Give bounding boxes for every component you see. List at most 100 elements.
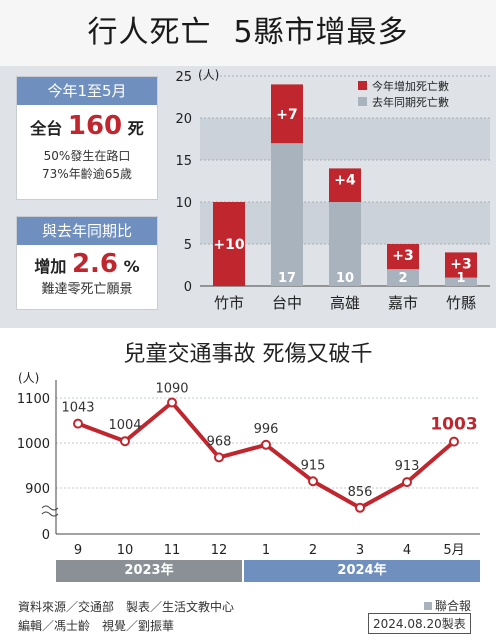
data-label: 856 (348, 485, 373, 500)
axis-break-icon (41, 505, 59, 517)
bar-last-year (271, 143, 303, 286)
increase-prefix: 增加 (34, 257, 67, 276)
stats-panel-ytd: 今年1至5月 全台 160 死 50%發生在路口 73%年齡逾65歲 (16, 76, 158, 200)
data-point (449, 436, 459, 447)
y-tick-label: 0 (42, 528, 50, 543)
total-number: 160 (67, 111, 123, 141)
x-category-label: 竹市 (214, 294, 244, 312)
y-tick-label: 1100 (17, 392, 50, 407)
increase-suffix: % (123, 257, 140, 276)
bar-last-year (445, 277, 477, 286)
bar-increase (213, 202, 245, 286)
bar-last-year (387, 269, 419, 286)
stat-elderly: 73%年齡逾65歲 (17, 165, 157, 183)
bar-increase-label: +10 (213, 237, 244, 253)
footer-source: 資料來源／交通部 製表／生活文教中心 (18, 600, 235, 614)
page-title: 行人死亡 5縣市增最多 (0, 0, 496, 66)
stats-panel-compare: 與去年同期比 增加 2.6 % 難達零死亡願景 (16, 216, 158, 310)
increase-number: 2.6 (71, 249, 119, 279)
data-label: 1004 (108, 418, 141, 433)
bar-increase-label: +7 (276, 107, 297, 123)
x-tick-label: 2 (309, 543, 317, 558)
y-tick-label: 0 (184, 280, 192, 295)
footer-date: 2024.08.20製表 (368, 613, 471, 634)
data-point (214, 452, 224, 463)
stat-intersection: 50%發生在路口 (17, 147, 157, 165)
data-point (355, 502, 365, 513)
legend-swatch-last-year (358, 97, 367, 106)
bar-last-year (329, 202, 361, 286)
stat-intersection-pct: 50% (43, 149, 71, 163)
x-tick-label: 5月 (443, 543, 464, 558)
data-label: 968 (207, 434, 232, 449)
data-label: 915 (301, 458, 326, 473)
x-category-label: 台中 (272, 294, 302, 312)
data-label: 1003 (430, 415, 477, 435)
data-label: 913 (395, 459, 420, 474)
data-point (120, 436, 130, 447)
y-tick-label: 5 (184, 238, 192, 253)
stats-header-compare: 與去年同期比 (17, 217, 157, 245)
data-point (402, 477, 412, 488)
data-point (308, 476, 318, 487)
footer-editor: 編輯／馮士齡 視覺／劉振華 (18, 619, 175, 633)
grid-band (200, 118, 490, 160)
title-right: 5縣市增最多 (233, 15, 409, 50)
x-tick-label: 12 (211, 543, 228, 558)
year-band-2023: 2023年 (56, 560, 242, 582)
x-category-label: 竹縣 (446, 294, 476, 312)
bar-base-label: 17 (278, 271, 296, 286)
x-category-label: 嘉市 (388, 294, 418, 312)
data-point (261, 439, 271, 450)
total-deaths: 全台 160 死 (17, 111, 157, 141)
year-band-2024: 2024年 (244, 560, 480, 582)
bar-increase-label: +4 (334, 172, 356, 188)
data-label: 996 (254, 422, 279, 437)
legend-swatch-increase (358, 81, 367, 90)
footer-brand: 聯合報 (424, 597, 471, 614)
bar-base-label: 2 (398, 271, 407, 286)
y-axis-unit: (人) (198, 68, 219, 82)
bar-increase (329, 168, 361, 202)
line-chart-section (0, 328, 496, 640)
stat-elderly-text: 年齡逾65歲 (68, 167, 132, 181)
data-label: 1043 (61, 401, 94, 416)
y-axis-unit: (人) (18, 371, 39, 385)
footer-brand-text: 聯合報 (435, 599, 472, 613)
stat-intersection-text: 發生在路口 (70, 149, 131, 163)
y-tick-label: 25 (175, 70, 192, 85)
y-tick-label: 20 (175, 112, 192, 127)
line-chart-title: 兒童交通事故 死傷又破千 (123, 342, 373, 367)
data-point (73, 418, 83, 429)
x-tick-label: 1 (262, 543, 270, 558)
bar-increase (445, 252, 477, 278)
y-tick-label: 1000 (17, 437, 50, 452)
x-category-label: 高雄 (330, 294, 360, 312)
legend-label-last-year: 去年同期死亡數 (372, 95, 449, 109)
increase-line: 增加 2.6 % (17, 249, 157, 279)
bar-increase-label: +3 (392, 248, 413, 264)
x-tick-label: 4 (403, 543, 411, 558)
data-point (167, 397, 177, 408)
total-prefix: 全台 (30, 119, 63, 138)
bar-increase (271, 84, 303, 144)
x-tick-label: 11 (164, 543, 181, 558)
y-tick-label: 10 (175, 196, 192, 211)
line-chart: 110010009000(人)1043910041010901196812996… (17, 371, 480, 558)
stat-elderly-pct: 73% (42, 167, 69, 181)
title-left: 行人死亡 (87, 15, 212, 50)
legend-label-increase: 今年增加死亡數 (372, 79, 449, 93)
y-tick-label: 900 (25, 482, 50, 497)
bar-base-label: 1 (456, 271, 465, 286)
y-tick-label: 15 (175, 154, 192, 169)
x-tick-label: 10 (117, 543, 134, 558)
bar-base-label: 10 (336, 271, 354, 286)
data-label: 1090 (155, 382, 188, 397)
x-tick-label: 9 (74, 543, 82, 558)
bar-increase-label: +3 (450, 256, 471, 272)
x-tick-label: 3 (356, 543, 364, 558)
brand-square-icon (424, 602, 432, 610)
stats-header-ytd: 今年1至5月 (17, 77, 157, 105)
bar-increase (387, 244, 419, 270)
